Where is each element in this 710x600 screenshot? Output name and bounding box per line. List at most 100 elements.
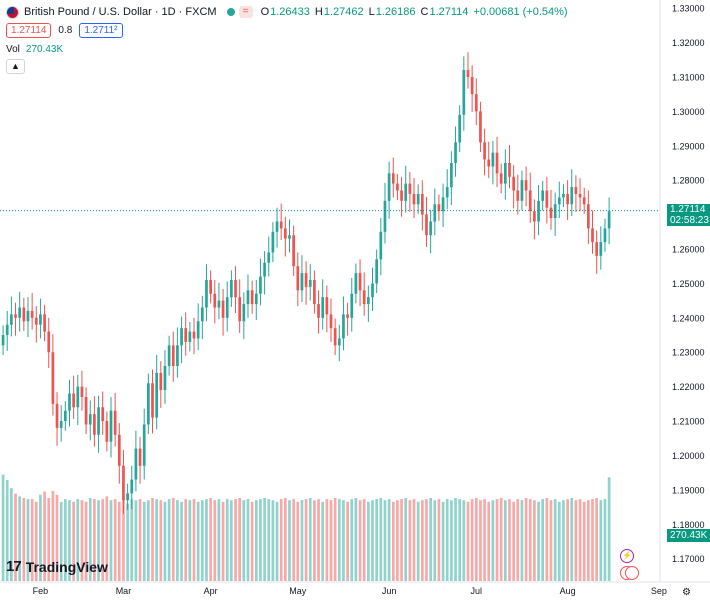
candle-body xyxy=(400,190,403,201)
volume-bar xyxy=(14,493,17,581)
volume-bar xyxy=(541,499,545,581)
price-axis[interactable]: 1.33000 1.32000 1.31000 1.30000 1.29000 1.280… xyxy=(672,4,705,565)
candle-body xyxy=(217,300,221,308)
volume-bar xyxy=(524,498,528,581)
candle-body xyxy=(105,421,109,442)
candle-body xyxy=(230,279,233,298)
volume-bars xyxy=(1,474,611,581)
candle-body xyxy=(209,279,212,294)
candle-body xyxy=(387,173,391,201)
tradingview-logo[interactable]: 17 TradingView xyxy=(6,558,108,575)
candle-body xyxy=(275,221,279,232)
volume-bar xyxy=(217,499,221,581)
volume-bar xyxy=(391,501,395,581)
x-tick-label: Jun xyxy=(382,586,397,596)
candle-body xyxy=(603,228,607,243)
volume-bar xyxy=(379,498,383,581)
candle-body xyxy=(213,293,217,308)
settings-gear-icon[interactable]: ⚙ xyxy=(682,587,691,598)
candle-body xyxy=(308,279,312,287)
volume-bar xyxy=(279,499,283,581)
candle-body xyxy=(26,310,30,322)
volume-value: 270.43K xyxy=(25,44,64,55)
candle-body xyxy=(188,331,192,342)
time-axis[interactable]: Feb Mar Apr May Jun Jul Aug Sep xyxy=(33,586,667,596)
volume-bar xyxy=(283,498,287,581)
y-tick-label: 1.33000 xyxy=(672,4,705,14)
spread-value: 0.8 xyxy=(58,25,73,36)
symbol-legend: British Pound / U.S. Dollar · 1D · FXCM … xyxy=(6,4,573,20)
volume-bar xyxy=(80,500,84,581)
x-tick-label: Sep xyxy=(651,586,667,596)
volume-bar xyxy=(437,499,441,581)
candle-body xyxy=(333,328,337,346)
candle-body xyxy=(221,300,225,318)
volume-bar xyxy=(503,500,507,581)
candle-body xyxy=(242,304,246,322)
candle-body xyxy=(55,403,59,428)
volume-bar xyxy=(18,496,22,581)
candle-body xyxy=(263,262,266,277)
lightning-icon[interactable]: ⚡ xyxy=(620,549,634,563)
candle-body xyxy=(313,279,316,305)
x-tick-label: May xyxy=(289,586,307,596)
volume-bar xyxy=(47,498,51,581)
volume-bar xyxy=(358,500,362,581)
buy-button[interactable]: 1.2711² xyxy=(79,23,123,38)
sell-button[interactable]: 1.27114 xyxy=(6,23,52,38)
volume-bar xyxy=(263,498,266,581)
volume-bar xyxy=(234,499,237,581)
volume-label[interactable]: Vol xyxy=(6,44,20,55)
volume-bar xyxy=(570,498,574,581)
symbol-title[interactable]: British Pound / U.S. Dollar · 1D · FXCM xyxy=(24,6,217,18)
volume-bar xyxy=(578,499,582,581)
candle-body xyxy=(88,414,92,425)
candle-body xyxy=(130,479,134,494)
candle-body xyxy=(420,193,424,215)
volume-bar xyxy=(205,499,208,581)
candle-body xyxy=(487,159,491,167)
volume-bar xyxy=(93,499,96,581)
candle-body xyxy=(470,76,474,95)
candle-body xyxy=(238,297,242,322)
volume-bar xyxy=(5,479,9,581)
volume-bar xyxy=(130,499,134,581)
volume-bar xyxy=(553,499,557,581)
equal-icon[interactable]: = xyxy=(238,6,253,18)
volume-bar xyxy=(59,501,63,581)
volume-bar xyxy=(180,501,183,581)
candle-body xyxy=(192,331,196,339)
volume-bar xyxy=(88,498,92,581)
volume-bar xyxy=(267,499,271,581)
y-tick-label: 1.28000 xyxy=(672,176,705,186)
volume-bar xyxy=(362,499,366,581)
volume-bar xyxy=(304,499,308,581)
volume-bar xyxy=(474,498,478,581)
y-tick-label: 1.17000 xyxy=(672,554,705,564)
candle-body xyxy=(304,273,308,287)
gbp-flag-icon xyxy=(6,5,19,19)
candle-body xyxy=(362,290,366,305)
volume-bar xyxy=(1,474,5,581)
candle-body xyxy=(528,190,532,212)
volume-bar xyxy=(155,499,159,581)
candle-body xyxy=(5,324,9,336)
volume-bar xyxy=(238,498,242,581)
candle-body xyxy=(18,307,22,318)
candle-body xyxy=(516,190,520,201)
candle-body xyxy=(458,114,462,143)
x-tick-label: Mar xyxy=(116,586,132,596)
volume-bar xyxy=(246,499,250,581)
y-tick-label: 1.26000 xyxy=(672,245,705,255)
candle-body xyxy=(607,211,611,229)
candle-body xyxy=(283,228,287,239)
event-flag-icon-2[interactable] xyxy=(625,566,639,580)
volume-legend: Vol 270.43K xyxy=(6,44,63,55)
chevron-up-icon[interactable]: ▲ xyxy=(6,59,25,74)
candle-body xyxy=(562,193,565,198)
volume-bar xyxy=(126,503,129,581)
volume-bar xyxy=(528,499,532,581)
volume-bar xyxy=(167,499,171,581)
candle-body xyxy=(63,410,67,422)
